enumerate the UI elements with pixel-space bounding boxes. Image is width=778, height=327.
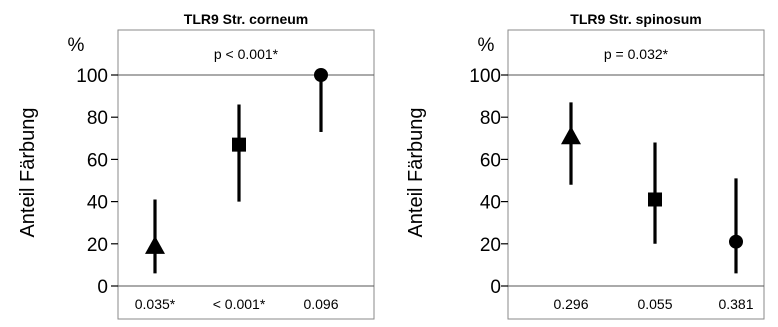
chart2-p-value-annotation: p = 0.032* — [604, 46, 669, 62]
chart1-marker-circle-2 — [314, 68, 328, 82]
chart2-bottom-label-1: 0.055 — [637, 296, 672, 312]
chart1-title: TLR9 Str. corneum — [184, 11, 308, 27]
chart2-bottom-label-0: 0.296 — [553, 296, 588, 312]
chart1-y-axis-label: Anteil Färbung — [17, 107, 39, 237]
chart2-marker-triangle-0 — [561, 126, 581, 145]
chart2-y-unit: % — [478, 35, 495, 56]
chart1-y-tick-label-0: 0 — [97, 277, 108, 298]
chart1-y-tick-label-3: 60 — [87, 150, 108, 171]
chart2-y-tick-label-5: 100 — [469, 66, 501, 87]
chart1-bottom-label-2: 0.096 — [303, 296, 338, 312]
chart2-y-axis-label: Anteil Färbung — [405, 107, 427, 237]
chart1-marker-triangle-0 — [145, 235, 165, 254]
chart2-marker-square-1 — [648, 192, 662, 207]
chart1-y-unit: % — [68, 35, 85, 56]
chart2-bottom-label-2: 0.381 — [718, 296, 753, 312]
chart2-y-tick-label-3: 60 — [480, 150, 501, 171]
chart2-y-tick-label-2: 40 — [480, 193, 501, 214]
chart2-y-tick-label-1: 20 — [480, 235, 501, 256]
chart1-plot-frame — [117, 29, 375, 320]
chart1-y-tick-label-1: 20 — [87, 235, 108, 256]
chart1-y-tick-label-2: 40 — [87, 193, 108, 214]
chart2-plot-frame — [507, 29, 765, 320]
chart1-bottom-label-1: < 0.001* — [213, 296, 266, 312]
chart2-y-tick-label-0: 0 — [490, 277, 501, 298]
chart1-y-tick-label-4: 80 — [87, 108, 108, 129]
chart2-y-tick-label-4: 80 — [480, 108, 501, 129]
chart2-marker-circle-2 — [729, 234, 743, 249]
chart2-title: TLR9 Str. spinosum — [570, 11, 701, 27]
chart1-p-value-annotation: p < 0.001* — [214, 46, 279, 62]
chart1-y-tick-label-5: 100 — [76, 66, 108, 87]
chart1-bottom-label-0: 0.035* — [135, 296, 176, 312]
chart1-marker-square-1 — [232, 137, 246, 152]
